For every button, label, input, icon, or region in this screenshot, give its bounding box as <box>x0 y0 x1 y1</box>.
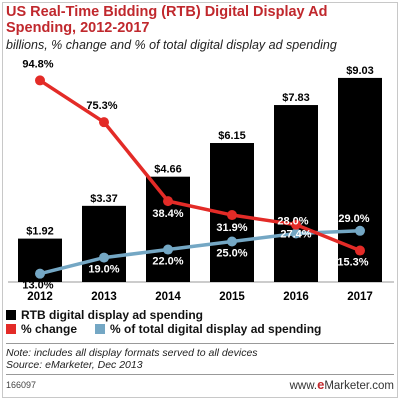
legend-item-bar: RTB digital display ad spending <box>6 308 203 322</box>
legend-swatch-change <box>6 324 16 334</box>
series-line-share <box>39 229 361 276</box>
chart-frame <box>2 2 398 398</box>
chart-subtitle: billions, % change and % of total digita… <box>6 38 337 52</box>
x-tick-label: 2013 <box>91 291 117 303</box>
share-value-label: 29.0% <box>338 213 369 225</box>
x-tick-label: 2014 <box>155 291 181 303</box>
legend-swatch-share <box>95 324 106 334</box>
change-value-label: 94.8% <box>22 58 53 70</box>
legend-label-bar: RTB digital display ad spending <box>21 308 204 322</box>
bar-value-label: $6.15 <box>218 130 246 142</box>
share-value-label: 28.0% <box>277 215 308 227</box>
brand-logo[interactable]: www.eMarketer.com <box>290 377 394 392</box>
bar-value-label: $9.03 <box>346 65 374 77</box>
point-share <box>99 252 109 263</box>
divider-top <box>6 343 394 344</box>
brand-e: e <box>317 377 325 392</box>
point-change <box>291 219 301 230</box>
change-value-label: 38.4% <box>152 208 183 220</box>
change-value-label: 15.3% <box>337 257 368 269</box>
x-tick-label: 2015 <box>219 291 245 303</box>
share-value-label: 25.0% <box>216 248 247 260</box>
source-text: Source: eMarketer, Dec 2013 <box>6 359 143 371</box>
bar-value-label: $1.92 <box>26 226 54 238</box>
point-share <box>163 244 173 255</box>
change-value-label: 75.3% <box>86 100 117 112</box>
point-change <box>163 196 173 207</box>
brand-prefix: www. <box>289 380 318 392</box>
legend-label-share: % of total digital display ad spending <box>110 322 322 336</box>
bar-2016 <box>274 105 318 283</box>
divider-bottom <box>6 374 394 375</box>
note-text: Note: includes all display formats serve… <box>6 347 258 359</box>
x-tick-label: 2016 <box>283 291 309 303</box>
bar-2014 <box>146 176 190 282</box>
brand-rest: Marketer.com <box>324 380 394 392</box>
bar-value-label: $4.66 <box>154 164 182 176</box>
legend-label-change: % change <box>21 322 78 336</box>
x-tick-label: 2012 <box>27 291 53 303</box>
legend-swatch-bar <box>6 310 16 320</box>
point-change <box>35 75 45 86</box>
chart-id: 166097 <box>6 380 37 390</box>
legend-row-lines: % change % of total digital display ad s… <box>6 322 321 336</box>
change-value-label: 27.4% <box>280 229 311 241</box>
share-value-label: 22.0% <box>152 256 183 268</box>
bar-2013 <box>82 205 126 282</box>
point-change <box>99 117 109 128</box>
change-value-label: 31.9% <box>216 222 247 234</box>
point-change <box>355 245 365 256</box>
bar-value-label: $7.83 <box>282 92 310 104</box>
series-line-change <box>39 78 361 253</box>
point-share <box>35 268 45 279</box>
share-value-label: 13.0% <box>22 280 53 292</box>
x-tick-label: 2017 <box>347 291 373 303</box>
point-change <box>227 210 237 221</box>
bar-value-label: $3.37 <box>90 193 118 205</box>
point-share <box>291 228 301 239</box>
share-value-label: 19.0% <box>88 264 119 276</box>
point-share <box>355 225 365 236</box>
point-share <box>227 236 237 247</box>
chart-title: US Real-Time Bidding (RTB) Digital Displ… <box>6 4 328 36</box>
